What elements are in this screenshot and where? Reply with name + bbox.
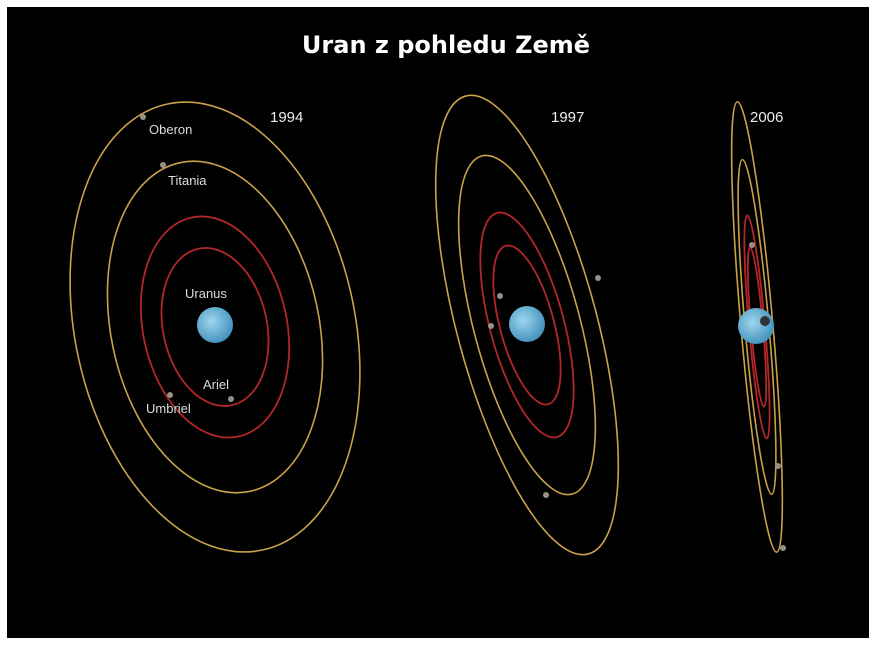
planet	[738, 308, 774, 344]
planet	[197, 307, 233, 343]
moon	[775, 463, 781, 469]
moon-label: Umbriel	[146, 401, 191, 416]
moon	[497, 293, 503, 299]
planet	[509, 306, 545, 342]
title: Uran z pohledu Země	[302, 31, 590, 59]
moon	[140, 114, 146, 120]
moon-shadow	[760, 316, 770, 326]
moon	[228, 396, 234, 402]
figure: Uran z pohledu Země 1994 Oberon Titania …	[0, 0, 876, 645]
moon	[167, 392, 173, 398]
moon	[488, 323, 494, 329]
page: Uran z pohledu Země 1994 Oberon Titania …	[0, 0, 876, 645]
moon-label: Ariel	[203, 377, 229, 392]
year-label: 1997	[551, 109, 584, 126]
moon	[780, 545, 786, 551]
year-label: 1994	[270, 109, 303, 126]
planet-label: Uranus	[185, 286, 227, 301]
moon	[543, 492, 549, 498]
moon-label: Oberon	[149, 122, 192, 137]
year-label: 2006	[750, 109, 783, 126]
moon	[749, 242, 755, 248]
moon	[595, 275, 601, 281]
moon	[160, 162, 166, 168]
moon-label: Titania	[168, 173, 207, 188]
